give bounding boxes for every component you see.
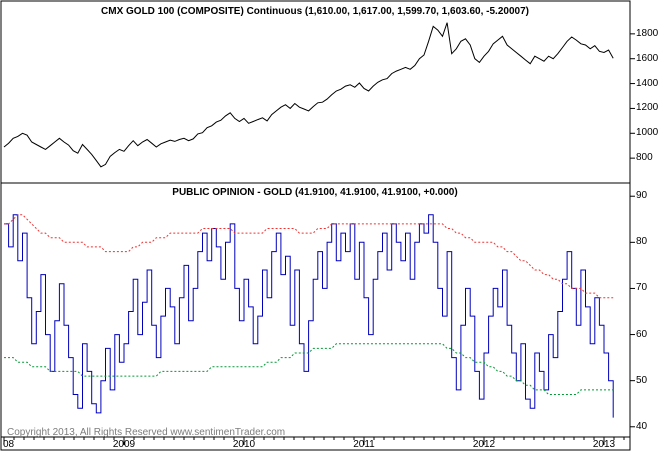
y-axis-label: 90 (636, 190, 648, 202)
upper-band-line (4, 214, 614, 299)
x-axis-label: 2013 (592, 439, 616, 450)
x-axis-label: 08 (3, 439, 15, 450)
price-panel-title: CMX GOLD 100 (COMPOSITE) Continuous (1,6… (101, 6, 529, 17)
gold-price-line (3, 22, 614, 168)
y-axis-label: 1000 (636, 127, 659, 139)
y-axis-label: 40 (636, 420, 648, 432)
x-axis-label: 2009 (112, 439, 136, 450)
public-opinion-line (4, 214, 614, 418)
y-axis-label: 60 (636, 328, 648, 340)
lower-band-line (4, 343, 614, 395)
y-axis-label: 1600 (636, 52, 659, 64)
y-axis-label: 800 (636, 152, 653, 164)
y-axis-label: 1200 (636, 102, 659, 114)
opinion-panel-title: PUBLIC OPINION - GOLD (41.9100, 41.9100,… (172, 187, 458, 198)
x-axis-label: 2010 (232, 439, 256, 450)
y-axis-label: 1400 (636, 77, 659, 89)
y-axis-label: 1800 (636, 27, 659, 39)
chart-border (0, 0, 631, 451)
y-axis-label: 80 (636, 236, 648, 248)
x-axis-label: 2011 (353, 439, 375, 450)
y-axis-label: 50 (636, 374, 648, 386)
x-axis-label: 2012 (472, 439, 496, 450)
copyright-text: Copyright 2013, All Rights Reserved www.… (7, 427, 286, 438)
y-axis-label: 70 (636, 282, 648, 294)
